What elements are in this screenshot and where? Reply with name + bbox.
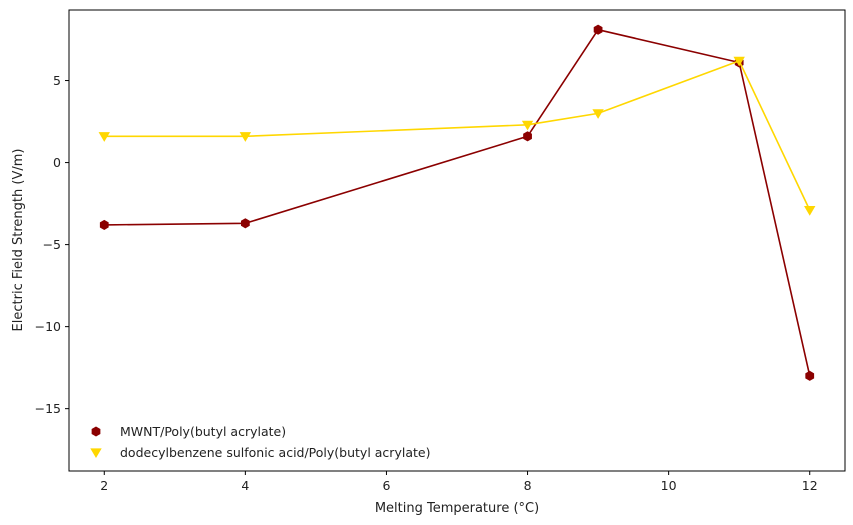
series-1-point [593,24,603,35]
series-2-point [239,132,252,142]
plot-area [68,9,846,472]
legend-marker-series-1 [91,426,101,437]
series-1-point [523,131,532,142]
y-axis-ticks: 5 0 −5 −10 −15 [35,73,69,416]
series-2-point [98,132,110,142]
legend-marker-symbol [91,426,101,437]
y-tick-label: −10 [35,319,61,334]
series-2-point [592,109,604,119]
y-tick-label: 5 [53,73,61,88]
x-tick-label: 10 [661,478,677,493]
series-2-point [521,120,534,131]
x-axis-label: Melting Temperature (°C) [375,501,539,516]
x-tick-label: 2 [100,478,108,493]
x-tick-label: 8 [524,478,532,493]
y-tick-label: −5 [43,237,61,252]
legend-marker-series-2 [90,448,102,459]
x-axis-ticks: 2 4 6 8 10 12 [100,471,818,493]
series-2 [98,56,816,216]
x-tick-label: 6 [382,478,390,493]
legend-label-series-1: MWNT/Poly(butyl acrylate) [120,424,286,439]
y-tick-label: 0 [53,155,61,170]
legend: MWNT/Poly(butyl acrylate) dodecylbenzene… [90,424,430,460]
series-1-point [99,219,109,230]
x-tick-label: 4 [241,478,249,493]
series-2-point [733,56,745,67]
x-tick-label: 12 [802,478,818,493]
legend-marker-symbol [90,448,102,459]
y-axis-label: Electric Field Strength (V/m) [11,149,26,332]
series-1-point [240,218,250,229]
series-1-point [805,370,815,381]
y-tick-label: −15 [35,401,61,416]
series-layer [98,24,816,381]
series-2-line [104,59,811,211]
series-1-line [104,28,811,377]
series-2-point [804,205,816,216]
legend-label-series-2: dodecylbenzene sulfonic acid/Poly(butyl … [120,445,430,460]
